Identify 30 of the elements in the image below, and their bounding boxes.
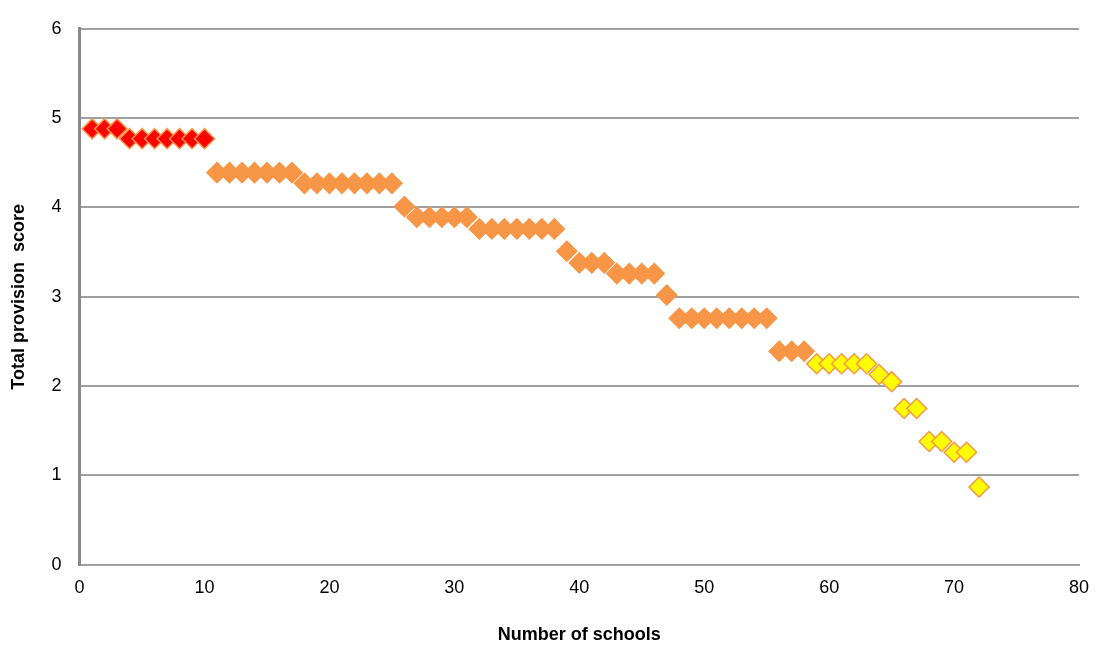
point — [968, 476, 990, 498]
x-tick-label: 50 — [694, 576, 715, 597]
y-tick-label: 5 — [51, 107, 62, 128]
y-axis-title: Total provision score — [7, 203, 28, 390]
point — [193, 127, 216, 150]
x-tick-label: 40 — [569, 576, 590, 597]
point — [393, 195, 416, 218]
x-tick-label: 10 — [194, 576, 215, 597]
point — [556, 240, 578, 262]
y-tick-label: 2 — [51, 375, 62, 396]
y-tick-label: 1 — [51, 464, 62, 485]
x-tick-label: 70 — [944, 576, 965, 597]
point — [930, 430, 953, 453]
x-tick-label: 20 — [319, 576, 340, 597]
x-tick-label: 0 — [74, 576, 85, 597]
point — [106, 118, 128, 140]
point — [905, 397, 928, 420]
y-tick-label: 6 — [51, 17, 62, 38]
point — [880, 370, 903, 393]
point — [656, 284, 678, 306]
x-tick-label: 30 — [444, 576, 465, 597]
y-tick-label: 4 — [51, 196, 62, 217]
y-tick-label: 0 — [51, 553, 62, 574]
point — [868, 363, 890, 386]
x-tick-label: 80 — [1068, 576, 1089, 597]
x-axis-title: Number of schools — [497, 624, 661, 645]
y-tick-label: 3 — [51, 285, 62, 306]
x-tick-label: 60 — [819, 576, 840, 597]
point — [855, 353, 878, 375]
point — [955, 441, 978, 463]
